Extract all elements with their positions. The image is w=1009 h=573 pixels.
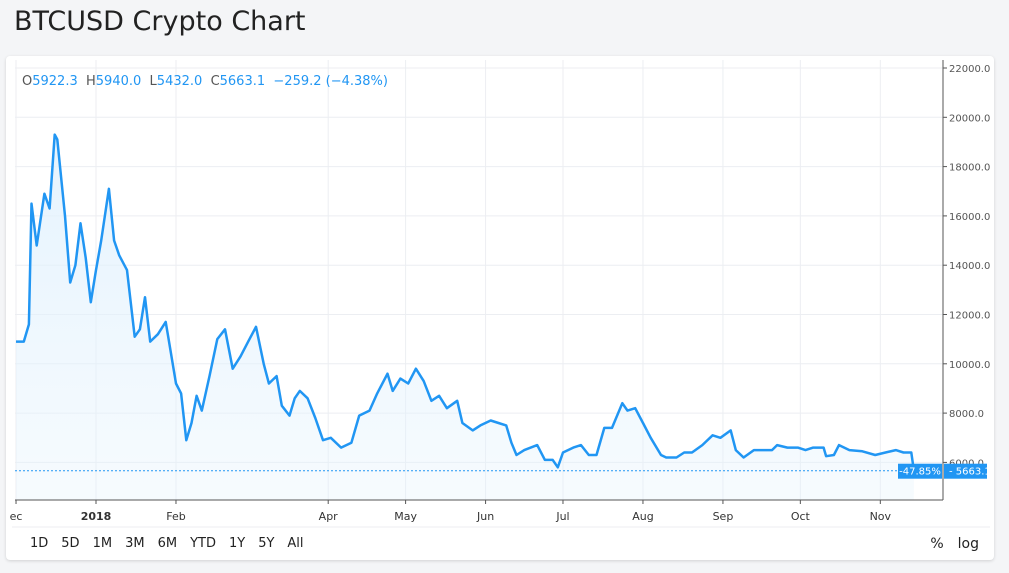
range-5y-button[interactable]: 5Y xyxy=(258,536,275,551)
ohlc-legend: O5922.3 H5940.0 L5432.0 C5663.1 −259.2 (… xyxy=(22,74,388,89)
x-tick-label: Aug xyxy=(632,510,653,523)
x-tick-label: Sep xyxy=(713,510,734,523)
page-title: BTCUSD Crypto Chart xyxy=(14,6,306,37)
x-tick-label: Nov xyxy=(870,510,892,523)
x-tick-label: ec xyxy=(10,510,23,523)
range-selector: 1D 5D 1M 3M 6M YTD 1Y 5Y All xyxy=(30,536,317,551)
low-label: L xyxy=(149,74,157,89)
range-all-button[interactable]: All xyxy=(287,536,304,551)
close-label: C xyxy=(210,74,220,89)
scale-options: % log xyxy=(916,536,979,552)
x-tick-label: 2018 xyxy=(81,510,112,523)
last-price-badge xyxy=(944,463,987,479)
x-tick-label: Feb xyxy=(166,510,185,523)
y-tick-label: 14000.0 xyxy=(949,261,990,272)
close-value: 5663.1 xyxy=(219,74,266,89)
open-value: 5922.3 xyxy=(32,74,78,89)
last-pct-label: -47.85% xyxy=(899,467,941,478)
percent-scale-button[interactable]: % xyxy=(930,536,944,552)
x-tick-label: Jul xyxy=(555,510,569,523)
range-1y-button[interactable]: 1Y xyxy=(228,536,246,551)
range-5d-button[interactable]: 5D xyxy=(61,536,80,551)
price-line xyxy=(16,133,916,471)
range-3m-button[interactable]: 3M xyxy=(125,536,145,551)
range-ytd-button[interactable]: YTD xyxy=(190,536,216,551)
y-tick-label: 10000.0 xyxy=(949,360,990,371)
range-6m-button[interactable]: 6M xyxy=(157,536,178,551)
y-tick-label: 12000.0 xyxy=(949,311,990,322)
area-fill xyxy=(16,134,914,500)
y-tick-label: 8000.0 xyxy=(949,409,984,420)
range-1m-button[interactable]: 1M xyxy=(92,536,113,551)
y-tick-label: 16000.0 xyxy=(949,212,990,223)
y-tick-label: 20000.0 xyxy=(949,113,990,124)
open-label: O xyxy=(22,74,33,89)
log-scale-button[interactable]: log xyxy=(957,536,979,552)
high-value: 5940.0 xyxy=(95,74,142,89)
x-tick-label: May xyxy=(394,510,417,523)
range-1d-button[interactable]: 1D xyxy=(30,536,49,551)
change-value: −259.2 (−4.38%) xyxy=(273,74,388,89)
x-tick-label: Oct xyxy=(791,510,811,523)
y-tick-label: 22000.0 xyxy=(949,64,990,75)
y-tick-label: 18000.0 xyxy=(949,163,990,174)
x-tick-label: Jun xyxy=(476,510,494,523)
high-label: H xyxy=(86,74,96,89)
last-pct-badge xyxy=(898,463,942,479)
last-price-label: - 5663.1 xyxy=(949,467,991,478)
x-tick-label: Apr xyxy=(319,510,339,523)
low-value: 5432.0 xyxy=(156,74,203,89)
